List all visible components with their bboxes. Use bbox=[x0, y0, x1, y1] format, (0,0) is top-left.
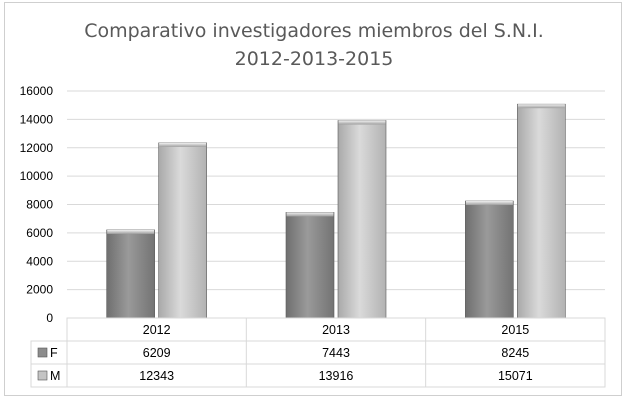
y-tick-label: 10000 bbox=[20, 169, 54, 183]
bar-F-2013 bbox=[285, 212, 335, 319]
legend-key-M bbox=[37, 370, 48, 381]
chart-title: Comparativo investigadores miembros del … bbox=[84, 20, 544, 42]
y-tick-label: 14000 bbox=[20, 112, 54, 126]
data-label: 13916 bbox=[319, 369, 354, 383]
bar-bevel bbox=[286, 212, 334, 217]
data-label: 15071 bbox=[498, 369, 533, 383]
data-table: 2012 2013 2015 F 6209 7443 8245 M 12343 13916 1507… bbox=[30, 317, 606, 388]
legend-label: F bbox=[50, 346, 58, 360]
y-tick-label: 12000 bbox=[20, 141, 54, 155]
bar-F-2012 bbox=[106, 229, 155, 319]
data-label: 12343 bbox=[139, 369, 174, 383]
category-label: 2015 bbox=[501, 323, 529, 337]
y-tick-label: 16000 bbox=[20, 84, 54, 98]
bar-bevel bbox=[338, 120, 386, 125]
bar-M-2015 bbox=[517, 103, 566, 319]
y-tick-label: 0 bbox=[46, 311, 53, 325]
bar-F-2015 bbox=[465, 200, 514, 319]
data-label: 7443 bbox=[322, 346, 350, 360]
bar-M-2013 bbox=[337, 120, 387, 319]
grid-lines bbox=[67, 90, 605, 319]
legend-label: M bbox=[50, 369, 60, 383]
bar-bevel bbox=[159, 142, 207, 147]
y-tick-label: 2000 bbox=[26, 283, 53, 297]
data-label: 8245 bbox=[501, 346, 529, 360]
y-tick-label: 8000 bbox=[26, 198, 53, 212]
bar-bevel bbox=[465, 201, 513, 206]
bar-M-2012 bbox=[158, 142, 207, 319]
chart-subtitle: 2012-2013-2015 bbox=[234, 48, 394, 70]
y-axis: 0 2000 4000 6000 8000 10000 12000 14000 16000 bbox=[20, 84, 54, 325]
data-label: 6209 bbox=[143, 346, 171, 360]
category-label: 2012 bbox=[143, 323, 171, 337]
y-tick-label: 6000 bbox=[26, 226, 53, 240]
bars bbox=[106, 103, 566, 319]
y-tick-label: 4000 bbox=[26, 254, 53, 268]
bar-bevel bbox=[107, 229, 155, 234]
category-label: 2013 bbox=[322, 323, 350, 337]
bar-bevel bbox=[517, 104, 565, 109]
legend-key-F bbox=[37, 347, 48, 358]
